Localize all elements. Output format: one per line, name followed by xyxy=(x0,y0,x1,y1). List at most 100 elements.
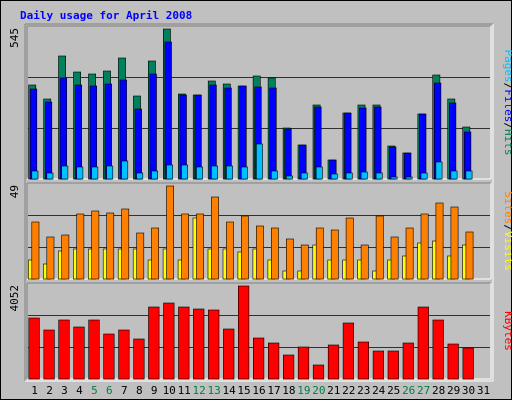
y-axis-max-label: 49 xyxy=(8,185,21,198)
bar-files xyxy=(224,87,232,180)
legend-item: Visits xyxy=(502,231,512,271)
bar-sites xyxy=(315,227,324,280)
bar-files xyxy=(344,112,352,180)
bar-files xyxy=(29,88,38,180)
bar-sites xyxy=(285,238,294,280)
bar-sites xyxy=(151,227,159,280)
bar-pages xyxy=(450,170,458,180)
bar-pages xyxy=(256,143,263,180)
x-tick-label: 20 xyxy=(312,384,325,397)
bar-sites xyxy=(61,234,70,280)
legend-hits-files-pages: Pages/Files/Hits xyxy=(502,50,512,156)
bar-pages xyxy=(181,164,188,180)
bar-kbytes xyxy=(342,322,355,380)
bar-sites xyxy=(31,221,40,280)
x-tick-label: 6 xyxy=(106,384,113,397)
bar-files xyxy=(59,77,67,180)
bar-pages xyxy=(465,170,473,180)
x-tick-label: 29 xyxy=(447,384,460,397)
legend-item: KBytes xyxy=(502,311,512,351)
bar-kbytes xyxy=(73,326,85,380)
bar-kbytes xyxy=(223,328,235,380)
bar-pages xyxy=(46,172,54,180)
bars-hits-files-pages xyxy=(28,28,473,180)
bar-files xyxy=(194,94,202,180)
bar-sites xyxy=(405,227,414,280)
bar-kbytes xyxy=(148,306,160,380)
x-tick-label: 28 xyxy=(432,384,445,397)
x-tick-label: 5 xyxy=(91,384,98,397)
x-tick-label: 11 xyxy=(178,384,191,397)
x-tick-label: 30 xyxy=(462,384,475,397)
legend-separator: / xyxy=(502,224,512,231)
bar-sites xyxy=(181,213,189,280)
bar-files xyxy=(284,128,292,180)
bar-sites xyxy=(241,215,249,280)
x-tick-label: 18 xyxy=(282,384,295,397)
panel-kbytes xyxy=(26,282,492,380)
bar-files xyxy=(209,84,217,180)
bar-kbytes xyxy=(297,346,310,380)
bar-kbytes xyxy=(58,319,70,380)
bar-pages xyxy=(196,166,203,180)
x-tick-label: 10 xyxy=(163,384,176,397)
y-axis-max-label: 545 xyxy=(8,28,21,48)
x-tick-label: 22 xyxy=(342,384,355,397)
bar-pages xyxy=(330,173,338,180)
bar-kbytes xyxy=(282,354,295,380)
x-tick-label: 31 xyxy=(477,384,490,397)
bar-sites xyxy=(226,221,234,280)
x-tick-label: 24 xyxy=(372,384,386,397)
panel-hits-files-pages xyxy=(26,25,492,180)
bar-kbytes xyxy=(208,309,220,380)
bar-files xyxy=(104,83,112,180)
bar-pages xyxy=(106,165,114,180)
bar-sites xyxy=(256,225,264,280)
bar-pages xyxy=(390,176,398,180)
bar-sites xyxy=(106,212,115,280)
bar-files xyxy=(239,85,247,180)
bar-pages xyxy=(345,172,353,180)
bar-files xyxy=(44,101,53,180)
bar-pages xyxy=(285,175,293,180)
bar-kbytes xyxy=(327,344,340,380)
bar-sites xyxy=(360,244,369,280)
x-tick-label: 19 xyxy=(297,384,310,397)
bar-sites xyxy=(46,236,55,280)
bar-kbytes xyxy=(417,306,429,380)
bar-sites xyxy=(420,213,429,280)
legend-item: Sites xyxy=(502,191,512,224)
bar-files xyxy=(448,102,457,180)
bar-files xyxy=(164,41,172,180)
x-tick-label: 9 xyxy=(151,384,158,397)
bar-sites xyxy=(435,202,444,280)
x-tick-label: 13 xyxy=(207,384,220,397)
bar-sites xyxy=(270,227,279,280)
bar-pages xyxy=(226,165,233,180)
bar-pages xyxy=(241,166,248,180)
bar-pages xyxy=(166,164,173,180)
x-tick-label: 25 xyxy=(387,384,400,397)
bar-sites xyxy=(121,208,130,280)
bar-kbytes xyxy=(178,306,190,380)
legend-item: Pages xyxy=(502,50,512,83)
bar-pages xyxy=(136,172,144,180)
bar-kbytes xyxy=(402,342,414,380)
bar-kbytes xyxy=(43,329,55,380)
bar-pages xyxy=(61,165,69,180)
bar-kbytes xyxy=(447,343,459,380)
bar-files xyxy=(134,108,142,180)
bar-kbytes xyxy=(238,285,250,380)
bar-sites xyxy=(91,210,100,280)
x-tick-label: 2 xyxy=(46,384,53,397)
bar-kbytes xyxy=(357,341,370,380)
bar-sites xyxy=(196,213,204,280)
bar-kbytes xyxy=(387,350,399,380)
legend-separator: / xyxy=(502,122,512,129)
bar-files xyxy=(359,107,367,180)
bar-kbytes xyxy=(103,333,115,380)
bar-kbytes xyxy=(462,347,474,380)
bar-sites xyxy=(345,217,354,280)
bar-kbytes xyxy=(28,317,40,380)
